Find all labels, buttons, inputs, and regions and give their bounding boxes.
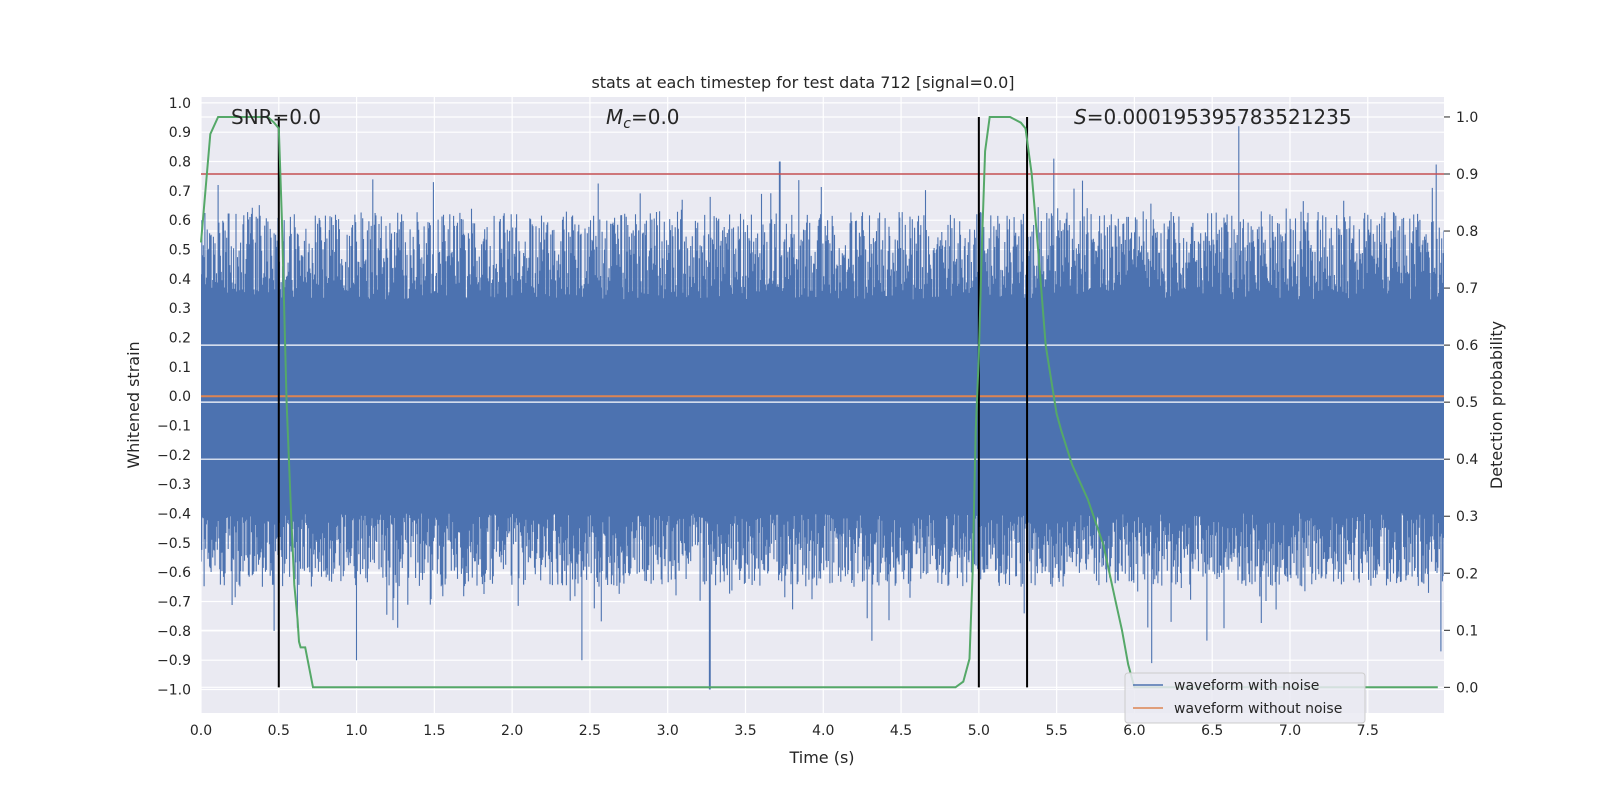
series-layer (200, 116, 1444, 689)
mc-subscript: c (623, 116, 631, 132)
legend-box (1124, 672, 1366, 724)
legend-label-noise: waveform with noise (1174, 678, 1319, 694)
y-right-tick-label: 0.2 (1456, 566, 1478, 582)
x-tick-label: 1.0 (345, 723, 367, 739)
y-right-tick-label: 0.5 (1456, 395, 1478, 411)
y-left-tick-label: −0.3 (157, 477, 191, 493)
y-left-tick-label: −0.6 (157, 565, 191, 581)
s-symbol: S (1074, 105, 1087, 129)
y-left-tick-label: −0.5 (157, 536, 191, 552)
y-left-tick-label: 0.1 (169, 360, 191, 376)
y-left-tick-label: 0.6 (169, 213, 191, 229)
x-tick-label: 4.5 (890, 723, 912, 739)
y-left-tick-label: −0.7 (157, 595, 191, 611)
y-left-tick-label: −0.8 (157, 624, 191, 640)
waveform-with-noise-series (201, 126, 1444, 690)
y-right-tick-label: 0.1 (1456, 623, 1478, 639)
y-left-tick-label: −0.9 (157, 653, 191, 669)
legend-label-clean: waveform without noise (1174, 701, 1342, 717)
x-tick-label: 5.5 (1045, 723, 1067, 739)
y-left-tick-label: 0.2 (169, 331, 191, 347)
y-left-tick-label: −0.2 (157, 448, 191, 464)
ticks: 0.0 0.5 1.0 1.5 2.0 2.5 3.0 3.5 4.0 4.5 5.0 5.5 6.0 6… (157, 96, 1478, 739)
chirp-mass-annotation: Mc=0.0 (606, 105, 680, 132)
y-right-tick-label: 0.3 (1456, 509, 1478, 525)
y-left-tick-label: 0.0 (169, 389, 191, 405)
detection-probability-line (200, 116, 1438, 689)
x-tick-label: 6.5 (1201, 723, 1223, 739)
x-tick-label: 1.5 (423, 723, 445, 739)
mc-value: =0.0 (631, 105, 680, 129)
s-value: =0.000195395783521235 (1087, 105, 1352, 129)
x-tick-label: 7.0 (1279, 723, 1301, 739)
s-annotation: S=0.000195395783521235 (1074, 105, 1352, 129)
x-tick-label: 3.0 (657, 723, 679, 739)
y-left-tick-label: 0.7 (169, 184, 191, 200)
y-left-tick-label: 0.5 (169, 243, 191, 259)
chart-title: stats at each timestep for test data 712… (591, 73, 1014, 92)
x-tick-label: 2.5 (579, 723, 601, 739)
y-right-tick-label: 1.0 (1456, 110, 1478, 126)
x-tick-label: 3.5 (734, 723, 756, 739)
snr-annotation: SNR=0.0 (231, 105, 321, 129)
y-right-tick-label: 0.6 (1456, 338, 1478, 354)
y-left-tick-label: 0.8 (169, 155, 191, 171)
x-tick-label: 2.0 (501, 723, 523, 739)
x-tick-label: 0.0 (190, 723, 212, 739)
y-left-tick-label: 0.3 (169, 301, 191, 317)
x-tick-label: 7.5 (1357, 723, 1379, 739)
y-right-tick-label: 0.0 (1456, 680, 1478, 696)
y-right-tick-label: 0.9 (1456, 167, 1478, 183)
legend: waveform with noise waveform without noi… (1124, 672, 1366, 724)
x-tick-label: 5.0 (968, 723, 990, 739)
x-tick-label: 4.0 (812, 723, 834, 739)
mc-symbol: M (606, 105, 623, 129)
y-right-tick-label: 0.7 (1456, 281, 1478, 297)
y-left-tick-label: −0.1 (157, 419, 191, 435)
y-right-tick-label: 0.8 (1456, 224, 1478, 240)
noise-core-band (201, 308, 1444, 508)
y-axis-label-right: Detection probability (1487, 321, 1506, 489)
x-tick-label: 6.0 (1123, 723, 1145, 739)
y-right-tick-label: 0.4 (1456, 452, 1478, 468)
y-left-tick-label: 1.0 (169, 96, 191, 112)
y-axis-label-left: Whitened strain (124, 341, 143, 468)
y-left-tick-label: −1.0 (157, 683, 191, 699)
y-left-tick-label: −0.4 (157, 507, 191, 523)
x-tick-label: 0.5 (268, 723, 290, 739)
y-left-tick-label: 0.4 (169, 272, 191, 288)
y-left-tick-label: 0.9 (169, 125, 191, 141)
x-axis-label: Time (s) (788, 748, 854, 767)
